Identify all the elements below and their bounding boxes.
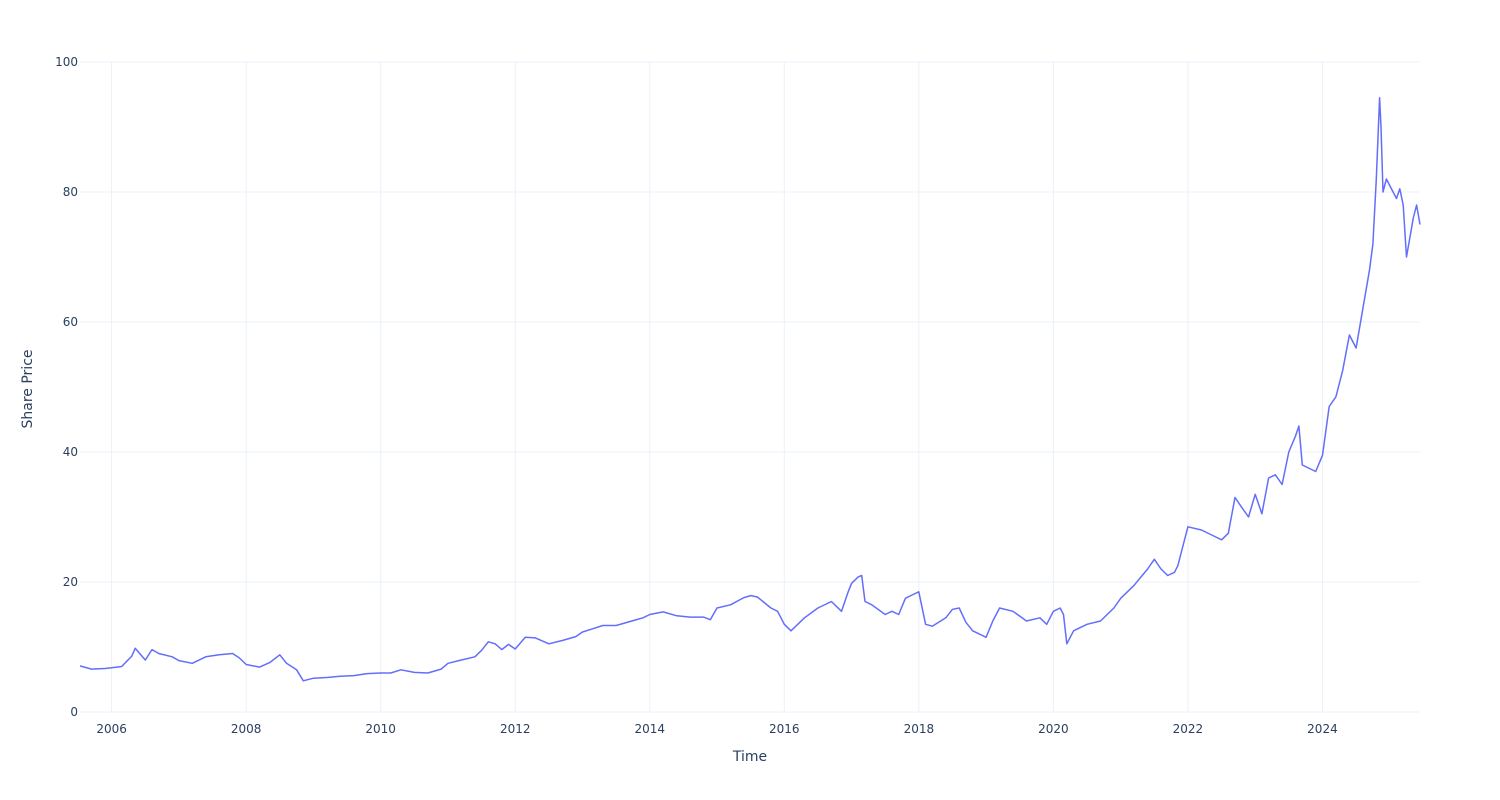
y-tick-label: 0 xyxy=(70,705,78,719)
x-tick-label: 2010 xyxy=(365,722,396,736)
y-tick-label: 20 xyxy=(63,575,78,589)
x-tick-label: 2020 xyxy=(1038,722,1069,736)
x-tick-label: 2008 xyxy=(231,722,262,736)
y-tick-label: 40 xyxy=(63,445,78,459)
x-tick-label: 2012 xyxy=(500,722,531,736)
y-tick-label: 60 xyxy=(63,315,78,329)
y-gridlines xyxy=(80,61,1420,713)
x-axis-title: Time xyxy=(732,749,767,765)
x-tick-label: 2014 xyxy=(634,722,665,736)
y-axis-title: Share Price xyxy=(20,349,36,428)
x-tick-label: 2024 xyxy=(1307,722,1338,736)
x-tick-labels: 2006 2008 2010 2012 2014 2016 2018 2020 2022 2024 xyxy=(96,722,1337,736)
y-tick-labels: 0 20 40 60 80 100 xyxy=(55,55,78,719)
x-tick-label: 2016 xyxy=(769,722,800,736)
x-tick-label: 2006 xyxy=(96,722,127,736)
share-price-line xyxy=(79,97,1421,682)
y-tick-label: 80 xyxy=(63,185,78,199)
x-tick-label: 2018 xyxy=(904,722,935,736)
x-tick-label: 2022 xyxy=(1173,722,1204,736)
y-tick-label: 100 xyxy=(55,55,78,69)
x-gridlines xyxy=(111,62,1323,712)
